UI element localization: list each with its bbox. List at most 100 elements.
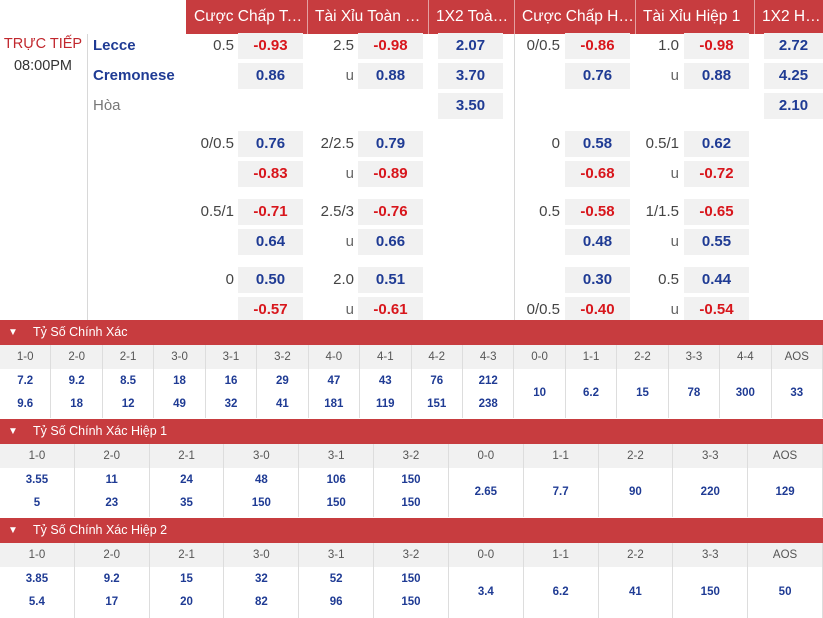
score-odds-cell[interactable]: 18 49 [154, 369, 206, 418]
odds-button[interactable]: 2.07 [438, 33, 503, 59]
odds-value[interactable]: 78 [687, 386, 701, 399]
score-odds-cell[interactable]: 150 150 [374, 567, 449, 618]
score-odds-cell[interactable]: 106 150 [299, 468, 375, 517]
odds-value-away[interactable]: 238 [478, 398, 498, 410]
odds-button[interactable]: 0.66 [358, 229, 423, 255]
odds-value[interactable]: 3.4 [477, 585, 494, 598]
score-odds-cell[interactable]: 76 151 [412, 369, 463, 418]
score-odds-cell[interactable]: 7.7 [524, 468, 599, 517]
odds-button[interactable]: 0.62 [684, 131, 749, 157]
odds-value[interactable]: 6.2 [583, 386, 600, 399]
odds-button[interactable]: 0.48 [565, 229, 630, 255]
odds-value[interactable]: 33 [790, 386, 804, 399]
chevron-down-icon[interactable]: ▼ [8, 327, 18, 338]
score-odds-cell[interactable]: 8.5 12 [103, 369, 155, 418]
odds-button[interactable]: -0.86 [565, 33, 630, 59]
score-odds-cell[interactable]: 6.2 [566, 369, 618, 418]
odds-value[interactable]: 2.65 [474, 485, 497, 498]
odds-button[interactable]: -0.89 [358, 161, 423, 187]
odds-button[interactable]: 2.72 [764, 33, 823, 59]
team-away[interactable]: Cremonese [93, 67, 175, 84]
odds-value[interactable]: 41 [629, 585, 642, 598]
score-odds-cell[interactable]: 50 [748, 567, 823, 618]
score-odds-cell[interactable]: 24 35 [150, 468, 225, 517]
odds-value-away[interactable]: 12 [121, 398, 135, 410]
section-header-correct-score-h1[interactable]: ▼ Tỷ Số Chính Xác Hiệp 1 [0, 419, 823, 444]
odds-value-away[interactable]: 96 [329, 596, 343, 608]
score-odds-cell[interactable]: 300 [720, 369, 772, 418]
odds-button[interactable]: -0.57 [238, 297, 303, 323]
score-odds-cell[interactable]: 11 23 [75, 468, 150, 517]
odds-button[interactable]: -0.58 [565, 199, 630, 225]
odds-button[interactable]: 0.88 [684, 63, 749, 89]
odds-button[interactable]: 0.58 [565, 131, 630, 157]
odds-button[interactable]: 0.86 [238, 63, 303, 89]
score-odds-cell[interactable]: 16 32 [206, 369, 258, 418]
score-odds-cell[interactable]: 52 96 [299, 567, 375, 618]
odds-button[interactable]: 0.55 [684, 229, 749, 255]
odds-value-away[interactable]: 41 [276, 398, 289, 410]
team-home[interactable]: Lecce [93, 37, 136, 54]
odds-value-away[interactable]: 18 [70, 398, 84, 410]
score-odds-cell[interactable]: 9.2 18 [51, 369, 103, 418]
odds-value-away[interactable]: 150 [401, 596, 421, 608]
header-h1-1x2[interactable]: 1X2 Hiệp 1 [754, 0, 823, 34]
score-odds-cell[interactable]: 3.4 [449, 567, 524, 618]
score-odds-cell[interactable]: 129 [748, 468, 823, 517]
odds-value[interactable]: 7.7 [552, 485, 569, 498]
odds-button[interactable]: 4.25 [764, 63, 823, 89]
odds-value-home[interactable]: 48 [254, 474, 268, 486]
odds-button[interactable]: 3.70 [438, 63, 503, 89]
score-odds-cell[interactable]: 15 20 [150, 567, 225, 618]
odds-value-away[interactable]: 119 [376, 398, 395, 410]
odds-value-home[interactable]: 9.2 [103, 573, 120, 585]
odds-button[interactable]: -0.40 [565, 297, 630, 323]
score-odds-cell[interactable]: 3.85 5.4 [0, 567, 75, 618]
odds-value-away[interactable]: 17 [105, 596, 119, 608]
odds-button[interactable]: -0.93 [238, 33, 303, 59]
odds-button[interactable]: 0.44 [684, 267, 749, 293]
chevron-down-icon[interactable]: ▼ [8, 426, 18, 437]
score-odds-cell[interactable]: 43 119 [360, 369, 412, 418]
odds-value[interactable]: 15 [636, 386, 649, 399]
odds-button[interactable]: -0.54 [684, 297, 749, 323]
odds-value-home[interactable]: 8.5 [120, 375, 137, 387]
odds-button[interactable]: 0.79 [358, 131, 423, 157]
chevron-down-icon[interactable]: ▼ [8, 525, 18, 536]
odds-value-away[interactable]: 49 [173, 398, 186, 410]
score-odds-cell[interactable]: 212 238 [463, 369, 515, 418]
odds-value-home[interactable]: 106 [326, 474, 346, 486]
section-header-correct-score-h2[interactable]: ▼ Tỷ Số Chính Xác Hiệp 2 [0, 518, 823, 543]
odds-value[interactable]: 90 [629, 485, 642, 498]
odds-value-away[interactable]: 9.6 [17, 398, 34, 410]
odds-button[interactable]: 0.50 [238, 267, 303, 293]
odds-value-home[interactable]: 43 [378, 375, 392, 387]
section-header-correct-score[interactable]: ▼ Tỷ Số Chính Xác [0, 320, 823, 345]
odds-value-home[interactable]: 16 [224, 375, 238, 387]
score-odds-cell[interactable]: 2.65 [449, 468, 524, 517]
score-odds-cell[interactable]: 15 [617, 369, 669, 418]
odds-value-away[interactable]: 23 [105, 497, 119, 509]
odds-value-away[interactable]: 181 [324, 398, 344, 410]
odds-button[interactable]: 0.30 [565, 267, 630, 293]
score-odds-cell[interactable]: 6.2 [524, 567, 599, 618]
odds-button[interactable]: -0.76 [358, 199, 423, 225]
odds-button[interactable]: -0.98 [684, 33, 749, 59]
odds-button[interactable]: 2.10 [764, 93, 823, 119]
odds-value-home[interactable]: 9.2 [68, 375, 85, 387]
odds-value-home[interactable]: 212 [478, 375, 498, 387]
odds-button[interactable]: -0.61 [358, 297, 423, 323]
odds-value-home[interactable]: 15 [180, 573, 193, 585]
odds-value-home[interactable]: 52 [329, 573, 343, 585]
odds-value-away[interactable]: 32 [224, 398, 238, 410]
odds-value-away[interactable]: 35 [180, 497, 193, 509]
odds-value-away[interactable]: 20 [180, 596, 193, 608]
header-ft-over-under[interactable]: Tài Xỉu Toàn Trận [307, 0, 428, 34]
odds-value-away[interactable]: 150 [401, 497, 421, 509]
header-ft-1x2[interactable]: 1X2 Toàn Trận [428, 0, 514, 34]
score-odds-cell[interactable]: 48 150 [224, 468, 300, 517]
odds-value[interactable]: 10 [533, 386, 546, 399]
odds-button[interactable]: 3.50 [438, 93, 503, 119]
odds-value-home[interactable]: 47 [327, 375, 341, 387]
score-odds-cell[interactable]: 78 [669, 369, 721, 418]
